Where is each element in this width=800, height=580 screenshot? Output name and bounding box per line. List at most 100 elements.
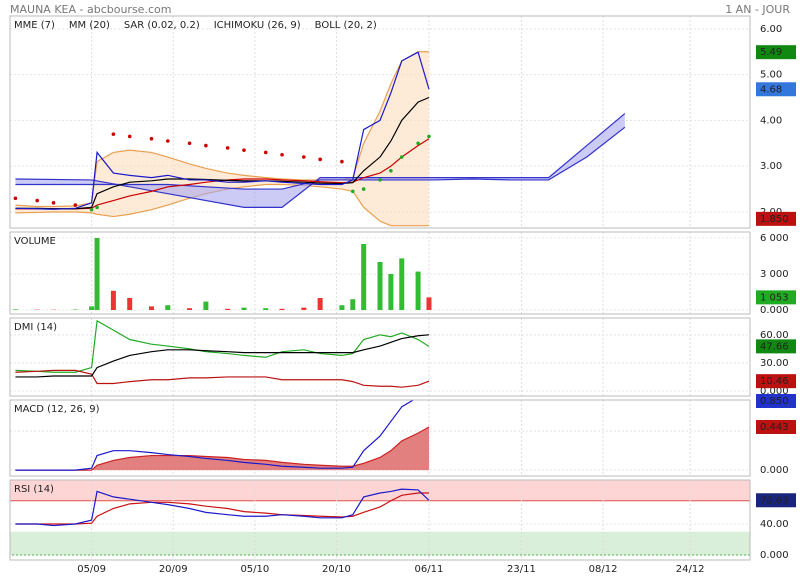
y-tick-label: 30.00 (760, 358, 789, 369)
y-tick-label: 4.00 (760, 115, 782, 126)
sar-dot (302, 155, 306, 159)
value-badge-label: 5.49 (760, 47, 782, 58)
panel (10, 232, 750, 314)
line (15, 96, 430, 210)
x-tick-label: 23/11 (507, 564, 536, 575)
x-tick-label: 08/12 (589, 564, 618, 575)
bar (317, 298, 323, 311)
sar-dot (127, 134, 132, 139)
value-badge (756, 211, 796, 226)
legend-entry: BOLL (20, 2) (315, 20, 377, 31)
sar-dot (73, 203, 78, 207)
bar (12, 309, 18, 311)
x-tick-label: 05/09 (77, 564, 106, 575)
y-tick-label: 3 000 (760, 269, 789, 280)
bar (110, 290, 116, 311)
band-upper (15, 113, 626, 208)
sar-dot (378, 178, 382, 182)
y-tick-label: 0.000 (760, 386, 789, 397)
line (15, 334, 430, 378)
panel-title: VOLUME (14, 236, 56, 247)
sar-dot (111, 132, 116, 136)
bar (339, 305, 345, 311)
panel-frame (9, 15, 751, 229)
line (15, 400, 415, 471)
sar-dot (389, 168, 393, 173)
x-tick-label: 20/09 (159, 564, 188, 575)
panel (10, 16, 750, 228)
panel-frame (9, 317, 751, 397)
area-fill (15, 426, 429, 471)
panel-frame (9, 479, 751, 561)
line (15, 138, 430, 210)
panel-frame (9, 399, 751, 477)
bar (165, 305, 171, 311)
bar (127, 298, 133, 311)
value-badge (756, 45, 796, 60)
sar-dot (416, 141, 420, 146)
sar-dot (242, 148, 246, 152)
bar (301, 307, 307, 311)
legend-entry: MME (7) (14, 20, 55, 31)
value-badge (756, 493, 796, 508)
x-tick-label: 06/11 (415, 564, 444, 575)
value-badge-label: 47.66 (760, 341, 789, 352)
bar (388, 274, 394, 311)
sar-dot (280, 152, 284, 157)
bar (361, 244, 367, 311)
legend-entry: MM (20) (69, 20, 110, 31)
y-tick-label: 0.000 (760, 550, 789, 561)
sar-dot (187, 141, 192, 146)
sar-dot (35, 198, 40, 203)
bar (148, 306, 154, 311)
line (15, 369, 430, 388)
bar (225, 308, 231, 311)
panel (10, 318, 750, 396)
value-badge (756, 374, 796, 389)
bar (426, 297, 432, 311)
sar-dot (51, 201, 56, 205)
line (15, 319, 430, 373)
bar (203, 301, 209, 311)
panel-frame (9, 231, 751, 315)
sar-dot (165, 139, 170, 143)
bar (377, 262, 383, 311)
band-lower (15, 183, 429, 227)
sar-dot (204, 143, 208, 148)
y-tick-label: 0.000 (760, 465, 789, 476)
zone (10, 480, 750, 501)
y-tick-label: 5.00 (760, 70, 782, 81)
bar (89, 306, 95, 311)
legend-entry: ICHIMOKU (26, 9) (214, 20, 301, 31)
value-badge-label: 10.46 (760, 376, 789, 387)
line (15, 51, 430, 210)
value-badge-label: 1 053 (760, 292, 789, 303)
y-tick-label: 6 000 (760, 233, 789, 244)
sar-dot (149, 136, 154, 141)
value-badge (756, 394, 796, 408)
value-badge (756, 339, 796, 354)
panel-title: DMI (14) (14, 322, 57, 333)
bar (241, 307, 247, 311)
sar-dot (361, 187, 366, 191)
x-tick-label: 24/12 (676, 564, 705, 575)
y-tick-label: 3.00 (760, 161, 782, 172)
chart-title: MAUNA KEA - abcbourse.com (10, 3, 171, 16)
sar-dot (427, 134, 431, 139)
bar (399, 258, 405, 311)
value-badge-label: 0.850 (760, 396, 789, 407)
period: 1 AN - JOUR (725, 3, 790, 16)
value-badge-label: 70.63 (760, 495, 789, 506)
x-tick-label: 05/10 (240, 564, 269, 575)
value-badge-label: 0.443 (760, 422, 789, 433)
zone (10, 531, 750, 555)
bar (415, 271, 421, 311)
area-line (15, 426, 430, 471)
panel (10, 480, 750, 560)
sar-dot (340, 159, 344, 164)
legend-entry: SAR (0.02, 0.2) (124, 20, 200, 31)
bar (279, 308, 285, 311)
sar-dot (89, 207, 94, 212)
y-tick-label: 0.000 (760, 305, 789, 316)
